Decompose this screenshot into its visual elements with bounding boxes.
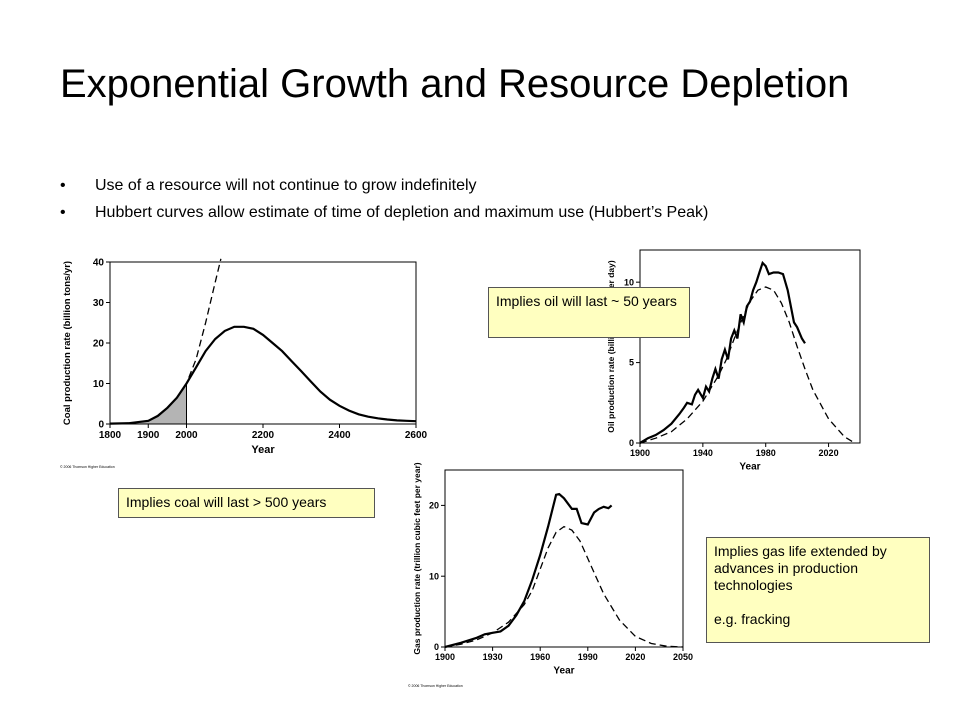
plot-frame — [444, 469, 684, 648]
y-tick-label: 20 — [429, 501, 439, 511]
oil-callout: Implies oil will last ~ 50 years — [488, 287, 690, 338]
y-tick-label: 5 — [629, 358, 634, 368]
x-tick-label: 2050 — [673, 652, 693, 662]
shaded-area — [110, 383, 187, 424]
y-tick-label: 0 — [629, 438, 634, 448]
x-tick-label: 1900 — [630, 448, 650, 458]
gas-callout-line: Implies gas life extended by advances in… — [714, 543, 887, 593]
dashed-series-line — [109, 258, 222, 425]
coal-chart: 1800 1900 2000 2200 2400 2600 0 10 20 30 40 Year Coa… — [60, 258, 428, 470]
oil-chart: 1900 1940 1980 2020 0 5 10 Year Oil production r… — [606, 249, 861, 473]
dashed-series-line — [444, 525, 684, 648]
x-tick-label: 2000 — [175, 430, 198, 441]
x-tick-label: 2020 — [819, 448, 839, 458]
y-axis-label: Oil production rate (billion barrels per… — [606, 260, 616, 433]
coal-callout: Implies coal will last > 500 years — [118, 488, 375, 518]
y-tick-label: 0 — [434, 642, 439, 652]
oil-callout-text: Implies oil will last ~ 50 years — [496, 293, 677, 309]
y-tick-label: 0 — [98, 420, 104, 431]
bullet-item: Hubbert curves allow estimate of time of… — [60, 199, 708, 226]
plot-frame — [109, 261, 417, 425]
x-tick-label: 1900 — [435, 652, 455, 662]
bullet-list: Use of a resource will not continue to g… — [60, 172, 708, 226]
dashed-series-line — [639, 286, 853, 444]
y-axis-label: Coal production rate (billion tons/yr) — [62, 261, 73, 425]
x-tick-label: 1940 — [693, 448, 713, 458]
y-tick-label: 10 — [429, 571, 439, 581]
solid-series-line — [639, 260, 806, 444]
y-tick-label: 10 — [93, 379, 105, 390]
plot-frame — [639, 249, 861, 444]
x-tick-label: 2200 — [252, 430, 275, 441]
credit-text: © 2006 Thomson Higher Education — [408, 684, 463, 688]
x-axis-label: Year — [553, 666, 574, 677]
bullet-item: Use of a resource will not continue to g… — [60, 172, 708, 199]
y-axis-label: Gas production rate (trillion cubic feet… — [412, 462, 422, 654]
x-tick-label: 1900 — [137, 430, 160, 441]
solid-series-line — [444, 492, 613, 649]
x-tick-label: 2020 — [625, 652, 645, 662]
x-tick-label: 1800 — [99, 430, 122, 441]
x-tick-label: 1930 — [483, 652, 503, 662]
x-tick-label: 1960 — [530, 652, 550, 662]
coal-callout-text: Implies coal will last > 500 years — [126, 494, 327, 510]
x-tick-label: 2600 — [405, 430, 428, 441]
y-tick-label: 10 — [624, 277, 634, 287]
gas-callout-line: e.g. fracking — [714, 611, 791, 627]
x-tick-label: 2400 — [328, 430, 351, 441]
solid-series-line — [109, 325, 417, 425]
credit-text: © 2006 Thomson Higher Education — [60, 465, 115, 469]
y-tick-label: 30 — [93, 298, 105, 309]
x-tick-label: 1980 — [756, 448, 776, 458]
x-axis-label: Year — [739, 462, 760, 473]
x-axis-label: Year — [251, 444, 275, 456]
gas-chart: 1900 1930 1960 1990 2020 2050 0 10 20 Year Gas pro… — [408, 462, 693, 688]
y-tick-label: 40 — [93, 258, 105, 269]
gas-callout: Implies gas life extended by advances in… — [706, 537, 930, 643]
y-tick-label: 20 — [93, 339, 105, 350]
x-tick-label: 1990 — [578, 652, 598, 662]
slide-title: Exponential Growth and Resource Depletio… — [60, 62, 850, 106]
